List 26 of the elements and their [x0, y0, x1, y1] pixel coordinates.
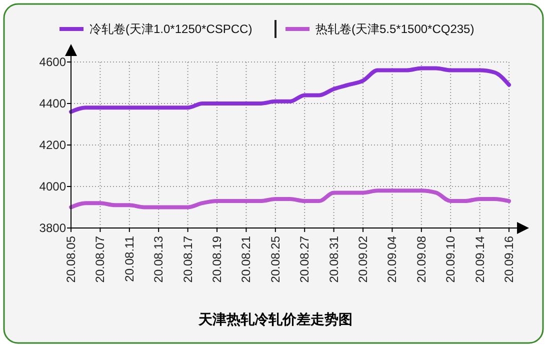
- x-tick-label: 20.09.04: [385, 236, 400, 283]
- line-series: [69, 188, 511, 210]
- y-tick-label: 4600: [39, 55, 66, 69]
- x-tick-label: 20.08.07: [93, 236, 108, 283]
- x-tick-label: 20.09.16: [502, 236, 516, 283]
- x-tick-label: 20.08.19: [210, 236, 224, 283]
- y-tick-label: 3800: [39, 221, 66, 235]
- x-tick-label: 20.08.25: [268, 236, 282, 283]
- y-tick-label: 4400: [39, 96, 66, 110]
- x-tick-label: 20.09.10: [444, 236, 458, 283]
- y-tick-label: 4200: [39, 138, 66, 152]
- x-tick-label: 20.08.05: [64, 236, 78, 283]
- x-tick-label: 20.08.31: [326, 236, 341, 283]
- line-series: [69, 66, 511, 114]
- x-tick-label: 20.08.11: [122, 236, 136, 282]
- x-tick-label: 20.08.17: [180, 236, 195, 283]
- legend-label: 冷轧卷(天津1.0*1250*CSPCC): [90, 22, 252, 36]
- x-tick-label: 20.08.13: [152, 236, 166, 283]
- x-tick-label: 20.09.02: [356, 236, 370, 283]
- legend-label: 热轧卷(天津5.5*1500*CQ235): [316, 22, 474, 36]
- text: 天津热轧冷轧价差走势图: [198, 311, 352, 327]
- y-tick-label: 4000: [39, 180, 66, 194]
- x-tick-label: 20.09.08: [414, 236, 428, 283]
- x-tick-label: 20.08.21: [239, 236, 254, 283]
- x-tick-label: 20.08.27: [298, 236, 312, 283]
- x-tick-label: 20.09.14: [472, 236, 487, 283]
